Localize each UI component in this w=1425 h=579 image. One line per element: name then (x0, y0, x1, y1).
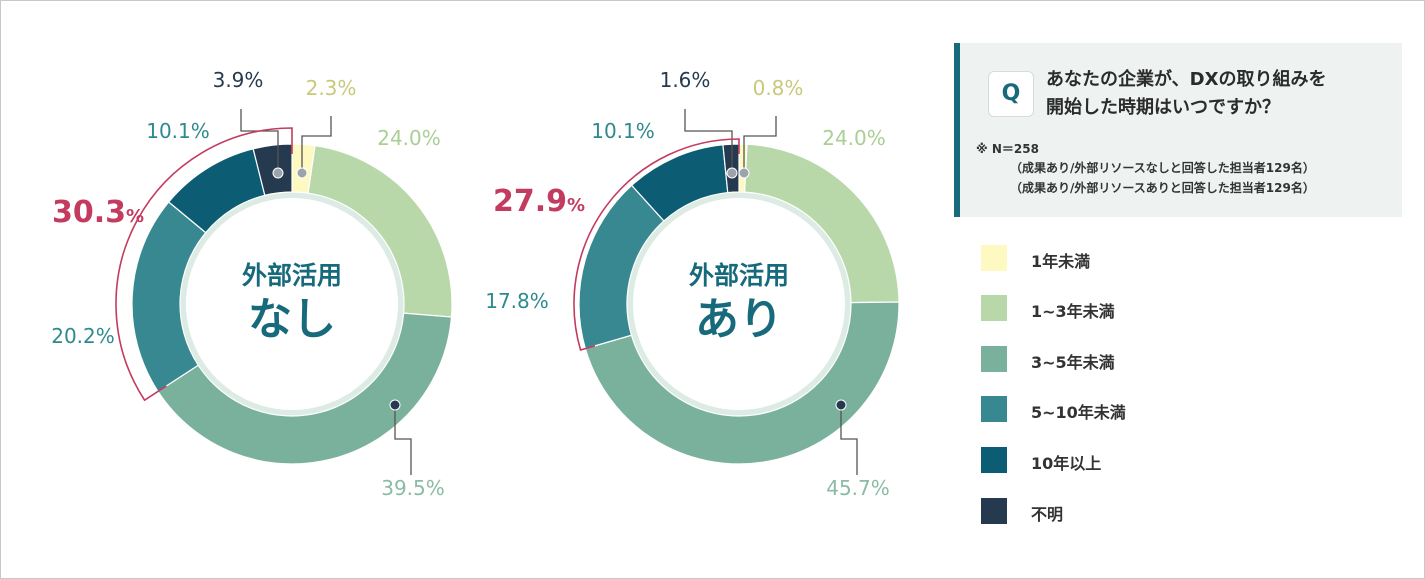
leader-line (743, 116, 777, 173)
legend-swatch (981, 295, 1007, 321)
data-label: 39.5% (381, 476, 445, 500)
legend-label: 3~5年未満 (1031, 353, 1115, 372)
highlight-bracket (573, 138, 740, 352)
donut-center-subtitle: あり (695, 294, 783, 345)
legend-swatch (981, 498, 1007, 524)
leader-line (394, 405, 412, 475)
donut-center (186, 198, 398, 410)
legend-label: 5~10年未満 (1031, 403, 1126, 422)
data-label: 3.9% (213, 68, 264, 92)
donut-slice (252, 143, 293, 197)
sample-note-without-external: （成果あり/外部リソースなしと回答した担当者129名） (1010, 161, 1315, 175)
sample-size-note: ※ N＝258 (976, 142, 1039, 156)
leader-dot (738, 167, 750, 179)
data-label: 10.1% (591, 119, 655, 143)
legend-label: 1~3年未満 (1031, 302, 1115, 321)
data-label: 0.8% (753, 76, 804, 100)
legend-swatch (981, 447, 1007, 473)
legend-label: 10年以上 (1031, 454, 1102, 473)
data-label: 20.2% (51, 324, 115, 348)
question-badge: Q (988, 71, 1034, 117)
legend-item-3-5-years: 3~5年未満 (981, 346, 1281, 372)
data-label: 45.7% (826, 476, 890, 500)
donut-center (633, 198, 845, 410)
donut-slice (157, 312, 453, 465)
legend-label: 1年未満 (1031, 252, 1091, 271)
leader-dot (389, 399, 401, 411)
leader-dot (296, 167, 308, 179)
legend-swatch (981, 396, 1007, 422)
leader-dot (726, 167, 738, 179)
highlight-total-label: 30.3% (52, 195, 144, 230)
legend-swatch (981, 245, 1007, 271)
donut-center-title: 外部活用 (689, 261, 789, 290)
legend-item-5-10-years: 5~10年未満 (981, 396, 1281, 422)
question-text-line-2: 開始した時期はいつですか？ (1046, 97, 1280, 118)
highlight-total-label: 27.9% (493, 184, 585, 219)
donut-slice (584, 301, 900, 465)
legend-item-under-1-year: 1年未満 (981, 245, 1281, 271)
leader-line (840, 405, 858, 475)
data-label: 10.1% (146, 119, 210, 143)
data-label: 24.0% (822, 126, 886, 150)
question-box: Q あなたの企業が、DXの取り組みを 開始した時期はいつですか？ ※ N＝258… (954, 43, 1402, 217)
leader-line (684, 109, 733, 173)
legend-item-1-3-years: 1~3年未満 (981, 295, 1281, 321)
data-label: 2.3% (306, 76, 357, 100)
legend-item-unknown: 不明 (981, 498, 1281, 524)
highlight-bracket (115, 127, 293, 402)
donut-center-title: 外部活用 (242, 261, 342, 290)
legend-item-10-years-plus: 10年以上 (981, 447, 1281, 473)
data-label: 1.6% (660, 68, 711, 92)
leader-dot (835, 399, 847, 411)
legend-swatch (981, 346, 1007, 372)
data-label: 24.0% (377, 126, 441, 150)
data-label: 17.8% (485, 289, 549, 313)
leader-line (301, 116, 332, 173)
legend-label: 不明 (1031, 505, 1064, 524)
donut-center-subtitle: なし (248, 294, 336, 345)
sample-note-with-external: （成果あり/外部リソースありと回答した担当者129名） (1010, 181, 1315, 195)
leader-dot (272, 167, 284, 179)
question-text-line-1: あなたの企業が、DXの取り組みを (1046, 69, 1327, 90)
